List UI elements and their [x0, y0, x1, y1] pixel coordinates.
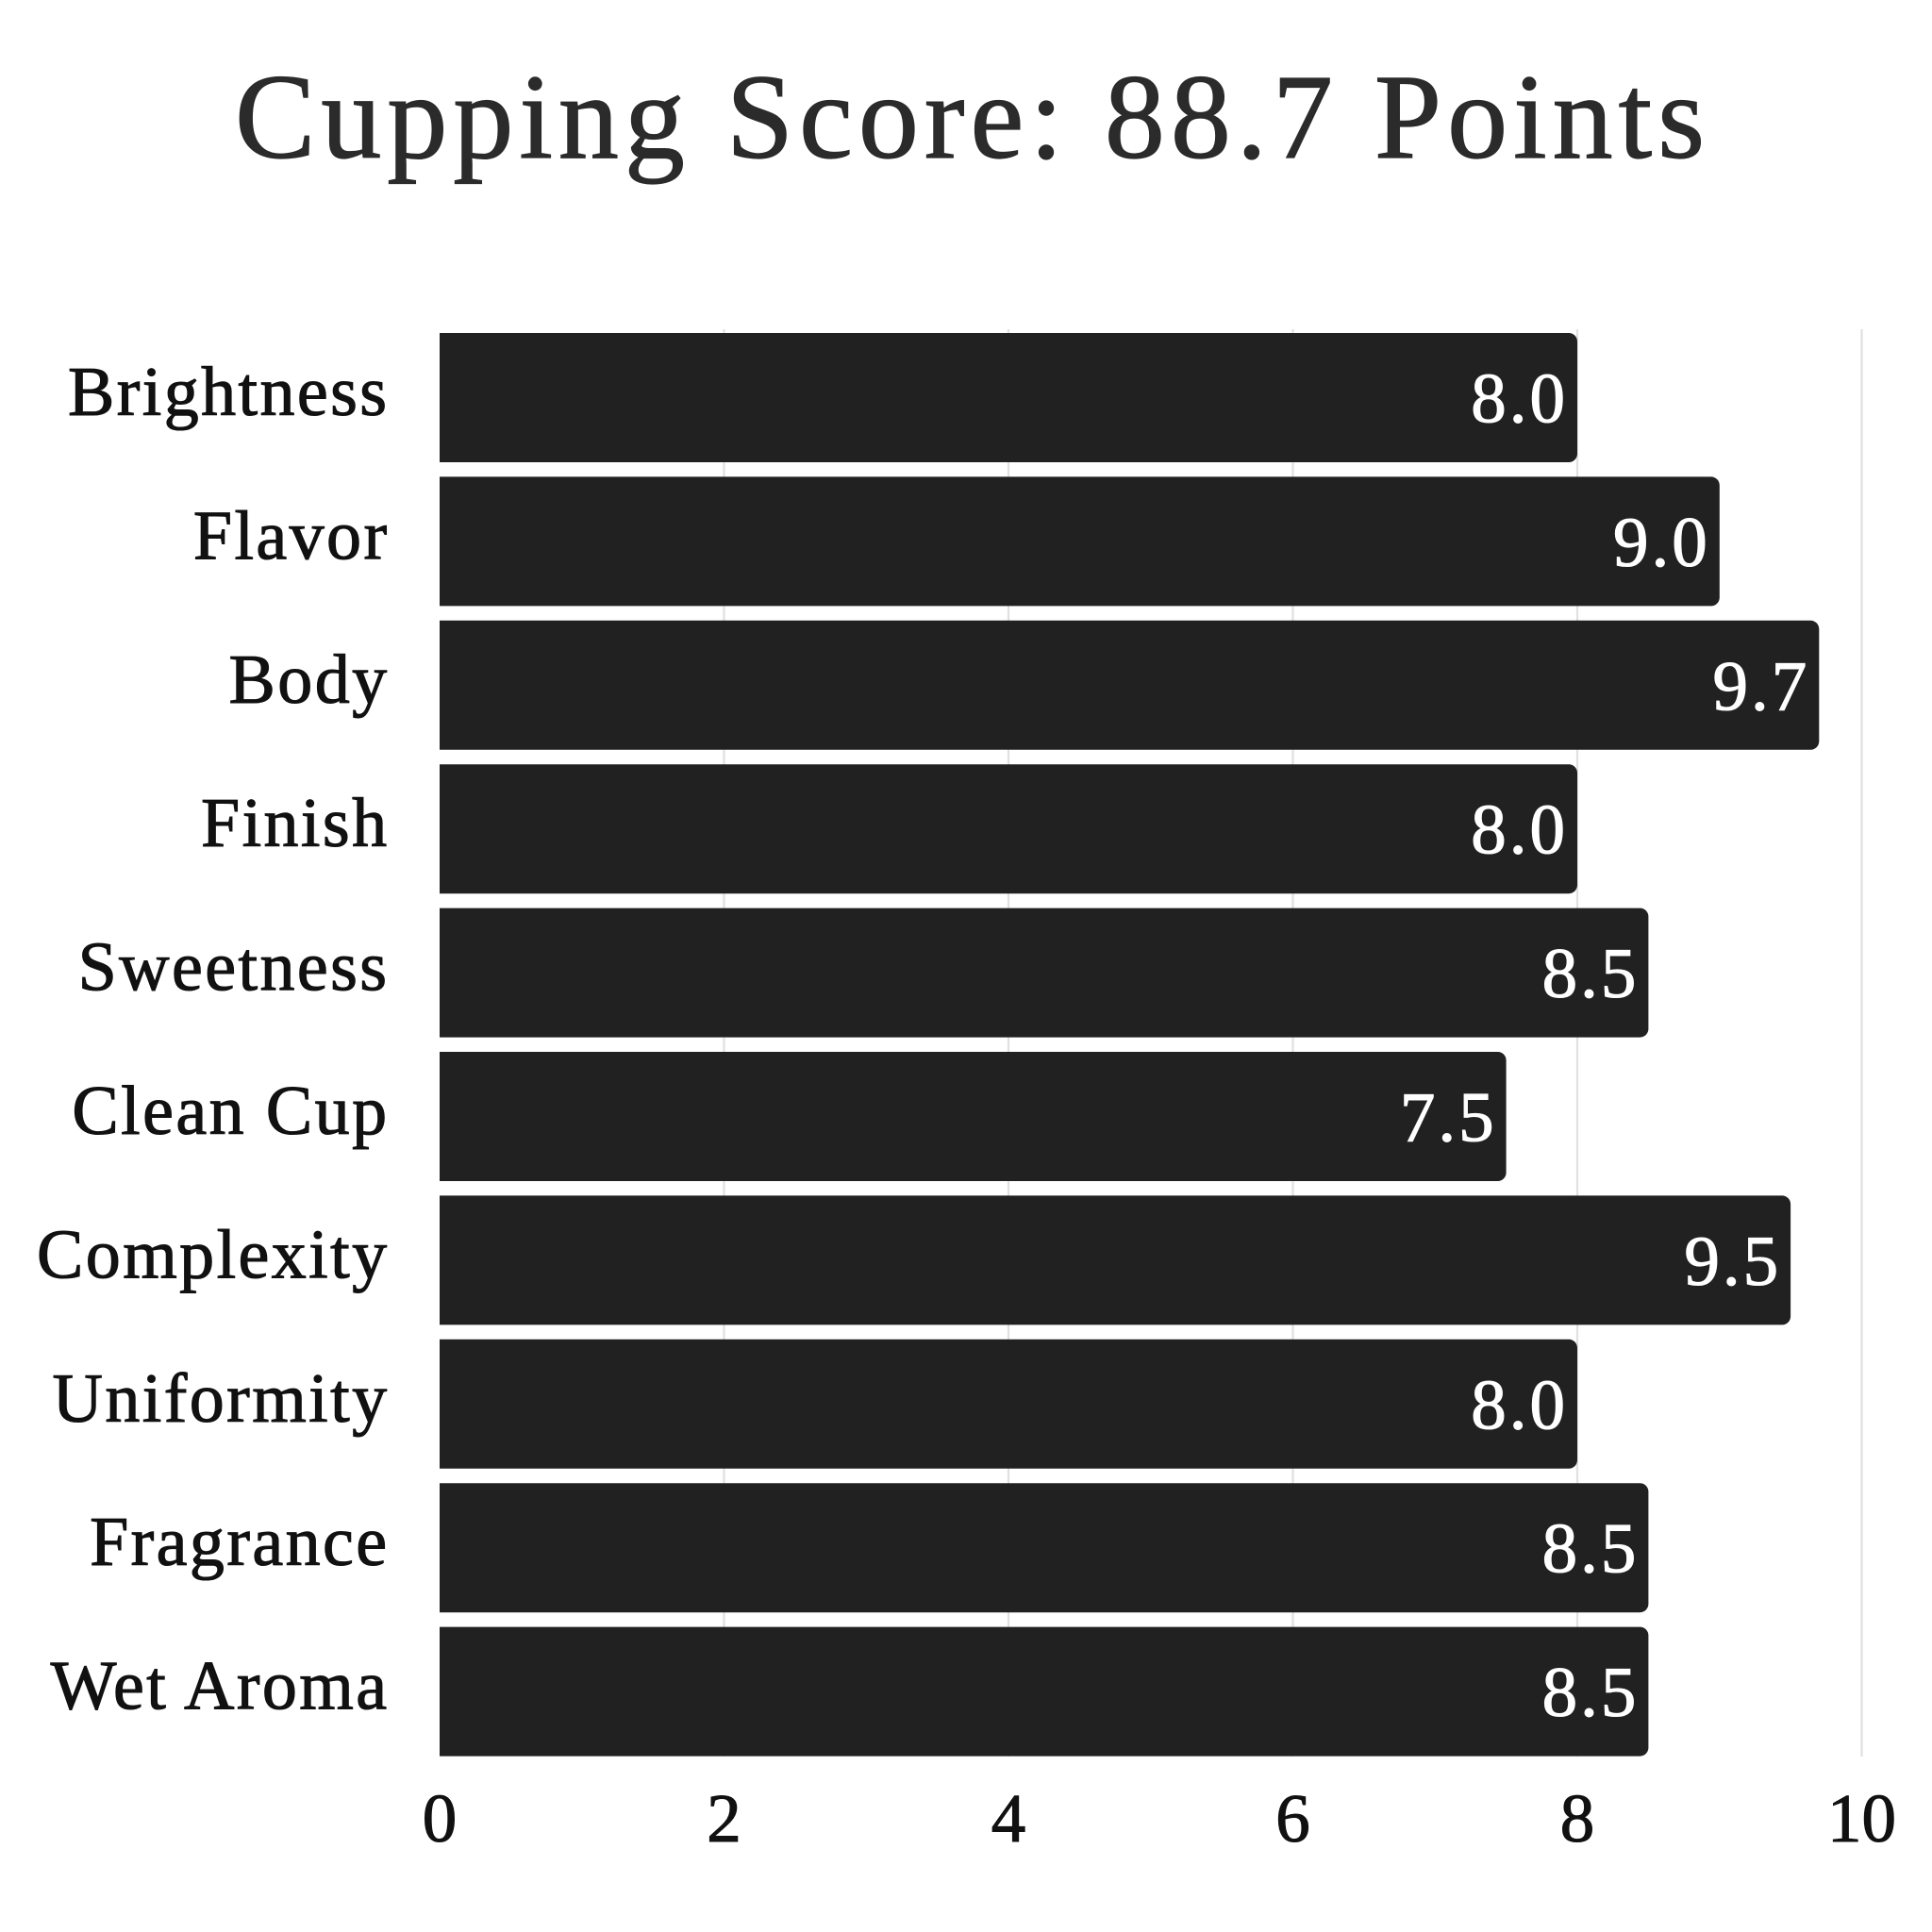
svg-text:Finish: Finish [201, 785, 389, 862]
svg-text:Complexity: Complexity [37, 1216, 389, 1293]
svg-text:Uniformity: Uniformity [53, 1360, 390, 1438]
svg-text:9.0: 9.0 [1613, 504, 1710, 582]
svg-text:2: 2 [707, 1780, 741, 1857]
svg-text:7.5: 7.5 [1400, 1079, 1497, 1158]
svg-text:Fragrance: Fragrance [90, 1504, 389, 1581]
svg-text:Flavor: Flavor [193, 497, 390, 575]
svg-text:8.5: 8.5 [1542, 935, 1640, 1013]
svg-text:8.0: 8.0 [1471, 360, 1568, 439]
svg-text:Brightness: Brightness [68, 354, 390, 431]
svg-text:6: 6 [1275, 1780, 1310, 1857]
svg-text:9.5: 9.5 [1684, 1223, 1781, 1301]
svg-text:8.0: 8.0 [1471, 1366, 1568, 1444]
svg-text:0: 0 [423, 1780, 458, 1857]
svg-text:8.5: 8.5 [1542, 1654, 1640, 1732]
svg-text:8: 8 [1560, 1780, 1595, 1857]
svg-text:Wet Aroma: Wet Aroma [51, 1648, 390, 1725]
svg-text:Cupping Score: 88.7 Points: Cupping Score: 88.7 Points [235, 50, 1710, 184]
svg-text:Clean Cup: Clean Cup [72, 1073, 389, 1150]
svg-text:9.7: 9.7 [1713, 647, 1810, 725]
svg-text:8.0: 8.0 [1471, 791, 1568, 870]
svg-text:Body: Body [229, 641, 390, 719]
svg-text:4: 4 [991, 1780, 1026, 1857]
svg-text:Sweetness: Sweetness [78, 929, 390, 1007]
svg-text:8.5: 8.5 [1542, 1510, 1640, 1589]
svg-text:10: 10 [1827, 1780, 1896, 1857]
